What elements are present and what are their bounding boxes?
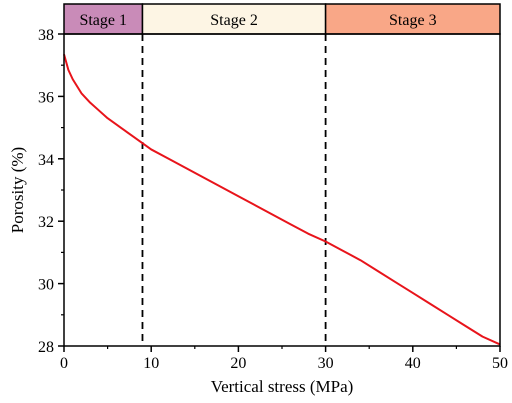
stage-label-2: Stage 2 (210, 12, 258, 29)
stage-band-1 (63, 3, 144, 35)
x-tick-label: 30 (318, 355, 334, 372)
stage-bands: Stage 1 Stage 2 Stage 3 (63, 3, 501, 35)
y-tick-label: 38 (38, 27, 54, 44)
y-tick-label: 34 (38, 152, 54, 169)
y-tick-label: 36 (38, 89, 54, 106)
stage-label-1: Stage 1 (79, 12, 127, 29)
x-axis-title: Vertical stress (MPa) (211, 377, 354, 396)
stage-label-3: Stage 3 (389, 12, 437, 29)
x-tick-label: 20 (230, 355, 246, 372)
x-tick-label: 50 (492, 355, 508, 372)
y-tick-label: 30 (38, 277, 54, 294)
x-tick-label: 40 (405, 355, 421, 372)
series-layer (63, 54, 501, 346)
x-tick-label: 0 (60, 355, 68, 372)
y-axis-title: Porosity (%) (8, 147, 27, 233)
plot-frame (63, 33, 501, 347)
axis-ticks: 0 10 20 30 40 50 28 30 32 34 36 38 (38, 27, 508, 372)
y-tick-label: 28 (38, 339, 54, 356)
stage-boundaries (141, 34, 327, 346)
x-tick-label: 10 (143, 355, 159, 372)
stage-band-2 (141, 3, 327, 35)
y-tick-label: 32 (38, 214, 54, 231)
series-line-1 (63, 54, 501, 346)
